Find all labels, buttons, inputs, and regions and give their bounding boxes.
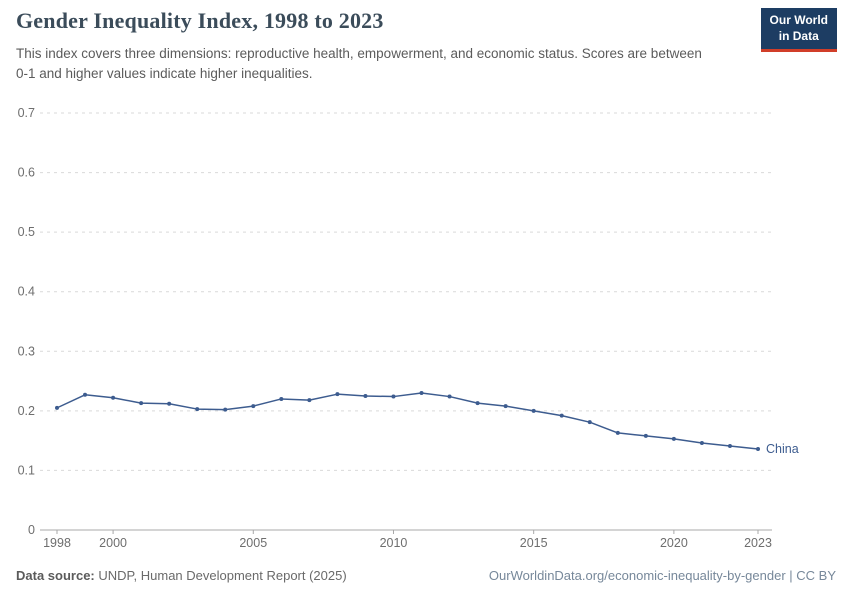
data-point[interactable]: [531, 408, 536, 413]
data-point[interactable]: [615, 430, 620, 435]
owid-logo[interactable]: Our World in Data: [760, 8, 837, 53]
chart-header: Gender Inequality Index, 1998 to 2023 Th…: [16, 8, 756, 83]
data-point[interactable]: [279, 396, 284, 401]
footer-link[interactable]: OurWorldinData.org/economic-inequality-b…: [488, 568, 836, 583]
page-title: Gender Inequality Index, 1998 to 2023: [16, 8, 384, 33]
x-tick-label: 2005: [239, 536, 267, 550]
y-tick-label: 0.3: [18, 344, 35, 358]
data-point[interactable]: [503, 404, 508, 409]
data-point[interactable]: [587, 420, 592, 425]
data-source-label: Data source:: [16, 568, 95, 583]
chart-svg[interactable]: 0 0.1 0.2 0.3 0.4 0.5 0.6 0.7 1998 2000 2005 2010 20…: [0, 100, 850, 570]
series-label[interactable]: China: [766, 442, 799, 456]
x-tick-label: 1998: [43, 536, 71, 550]
data-point[interactable]: [756, 446, 760, 451]
data-point[interactable]: [475, 401, 480, 406]
data-point[interactable]: [671, 436, 676, 441]
y-tick-label: 0.5: [18, 225, 35, 239]
y-tick-label: 0.2: [18, 404, 35, 418]
data-point[interactable]: [447, 394, 452, 399]
x-tick-label: 2015: [520, 536, 548, 550]
data-point[interactable]: [111, 395, 116, 400]
owid-logo-line2: in Data: [778, 28, 819, 43]
data-source: Data source: UNDP, Human Development Rep…: [16, 568, 347, 583]
data-point[interactable]: [699, 441, 704, 446]
x-tick-label: 2000: [99, 536, 127, 550]
y-tick-label: 0.1: [18, 463, 35, 477]
data-point[interactable]: [419, 390, 424, 395]
data-source-text: UNDP, Human Development Report (2025): [94, 568, 347, 583]
data-point[interactable]: [727, 444, 732, 449]
series-line[interactable]: [56, 392, 759, 450]
x-tick-label: 2020: [660, 536, 688, 550]
data-point[interactable]: [251, 404, 256, 409]
owid-logo-line1: Our World: [769, 13, 828, 27]
data-point[interactable]: [643, 433, 648, 438]
data-point[interactable]: [307, 398, 312, 403]
x-tick-label: 2023: [744, 536, 772, 550]
data-point[interactable]: [335, 392, 340, 397]
data-point[interactable]: [139, 401, 144, 406]
data-point[interactable]: [363, 393, 368, 398]
data-point[interactable]: [559, 413, 564, 418]
x-tick-label: 2010: [380, 536, 408, 550]
data-point[interactable]: [83, 392, 88, 397]
data-point[interactable]: [167, 401, 172, 406]
chart-canvas[interactable]: 0 0.1 0.2 0.3 0.4 0.5 0.6 0.7 1998 2000 2005 2010 20…: [0, 100, 850, 570]
y-tick-label: 0: [28, 523, 35, 537]
data-point[interactable]: [391, 394, 396, 399]
chart-footer: Data source: UNDP, Human Development Rep…: [16, 568, 836, 583]
data-point[interactable]: [223, 407, 228, 412]
data-point[interactable]: [195, 407, 200, 412]
y-tick-label: 0.4: [18, 285, 35, 299]
data-point[interactable]: [55, 405, 59, 410]
y-tick-label: 0.7: [18, 106, 35, 120]
chart-subtitle: This index covers three dimensions: repr…: [16, 46, 702, 81]
y-tick-label: 0.6: [18, 166, 35, 180]
